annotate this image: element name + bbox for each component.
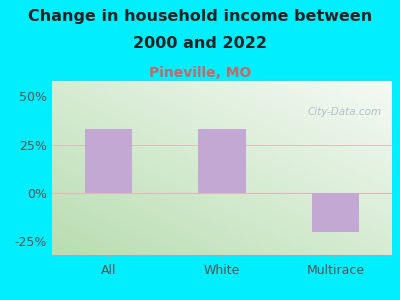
Text: City-Data.com: City-Data.com — [308, 107, 382, 117]
Bar — [85, 129, 132, 193]
Bar — [198, 129, 246, 193]
Text: Change in household income between: Change in household income between — [28, 9, 372, 24]
Text: 2000 and 2022: 2000 and 2022 — [133, 36, 267, 51]
Text: Pineville, MO: Pineville, MO — [149, 66, 251, 80]
Bar — [312, 193, 359, 232]
